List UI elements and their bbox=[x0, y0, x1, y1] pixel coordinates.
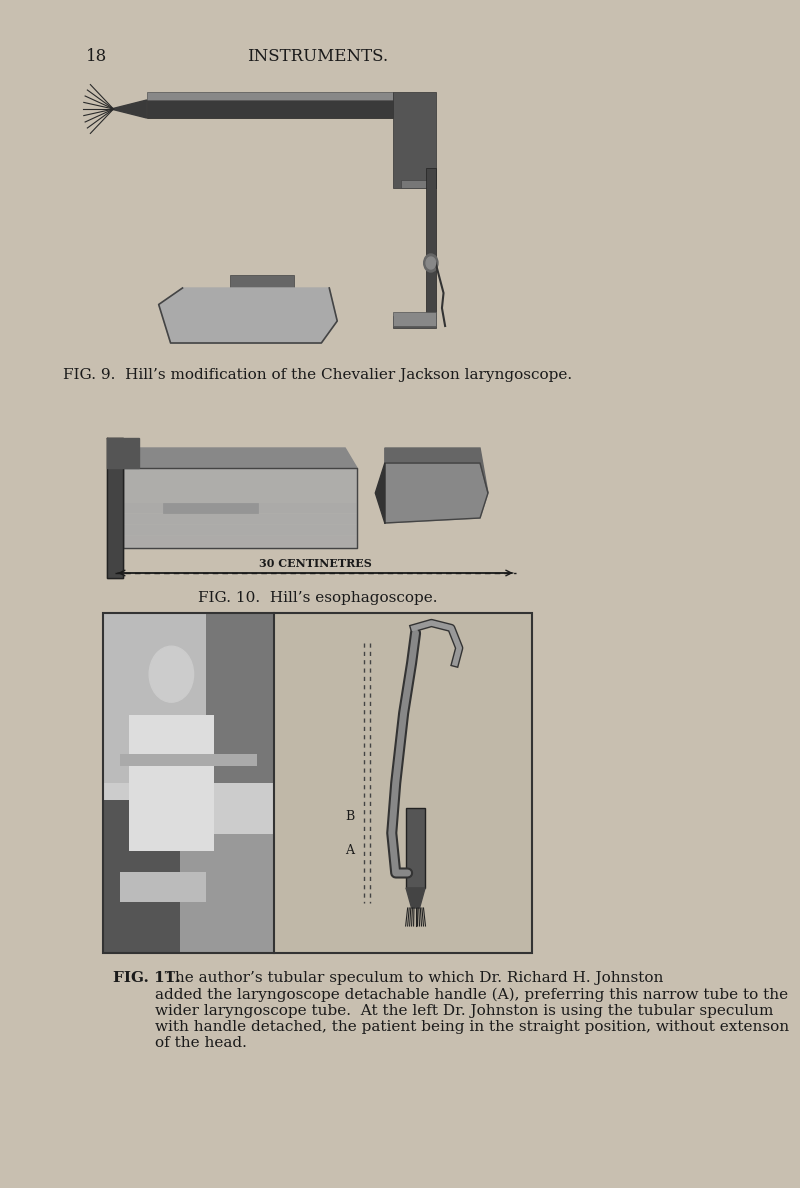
Text: 18: 18 bbox=[86, 48, 107, 65]
Text: FIG. 9.  Hill’s modification of the Chevalier Jackson laryngoscope.: FIG. 9. Hill’s modification of the Cheva… bbox=[63, 368, 572, 383]
Bar bbox=[401, 181, 436, 188]
Bar bbox=[123, 514, 357, 519]
Bar bbox=[206, 613, 274, 783]
Bar bbox=[393, 316, 436, 328]
Bar bbox=[120, 872, 206, 902]
Bar bbox=[426, 168, 436, 318]
Text: A: A bbox=[346, 845, 354, 858]
Bar bbox=[393, 312, 436, 326]
Bar bbox=[103, 800, 180, 953]
Polygon shape bbox=[158, 287, 338, 343]
Polygon shape bbox=[107, 438, 123, 579]
Bar bbox=[123, 525, 357, 530]
Bar bbox=[274, 613, 532, 953]
Circle shape bbox=[149, 646, 194, 702]
Bar bbox=[406, 808, 425, 887]
Text: B: B bbox=[345, 810, 354, 823]
Bar bbox=[120, 754, 257, 766]
Bar bbox=[103, 613, 532, 953]
Text: FIG. 11.: FIG. 11. bbox=[114, 971, 182, 985]
Text: FIG. 10.  Hill’s esophagoscope.: FIG. 10. Hill’s esophagoscope. bbox=[198, 590, 437, 605]
Bar bbox=[123, 508, 357, 513]
Text: INSTRUMENTS.: INSTRUMENTS. bbox=[247, 48, 388, 65]
Bar bbox=[103, 783, 274, 834]
Circle shape bbox=[424, 254, 438, 272]
Bar bbox=[103, 613, 274, 953]
Polygon shape bbox=[111, 100, 146, 118]
Polygon shape bbox=[123, 448, 357, 468]
Bar bbox=[123, 530, 357, 535]
Circle shape bbox=[426, 257, 435, 268]
Polygon shape bbox=[123, 468, 357, 548]
Polygon shape bbox=[385, 448, 488, 493]
Bar bbox=[123, 541, 357, 546]
Bar bbox=[103, 834, 274, 953]
Polygon shape bbox=[406, 887, 425, 908]
Polygon shape bbox=[385, 463, 488, 523]
Bar bbox=[123, 519, 357, 524]
Polygon shape bbox=[107, 438, 139, 468]
Bar bbox=[230, 274, 294, 290]
Polygon shape bbox=[375, 463, 385, 523]
Bar bbox=[146, 100, 393, 118]
Bar bbox=[129, 715, 214, 851]
Bar bbox=[103, 613, 206, 783]
Bar bbox=[123, 536, 357, 541]
Text: 30 CENTINETRES: 30 CENTINETRES bbox=[259, 558, 372, 569]
Bar bbox=[123, 503, 357, 508]
Bar bbox=[162, 503, 258, 513]
Bar bbox=[393, 91, 436, 188]
Bar bbox=[146, 91, 393, 100]
Text: The author’s tubular speculum to which Dr. Richard H. Johnston
added the laryngo: The author’s tubular speculum to which D… bbox=[154, 971, 789, 1050]
